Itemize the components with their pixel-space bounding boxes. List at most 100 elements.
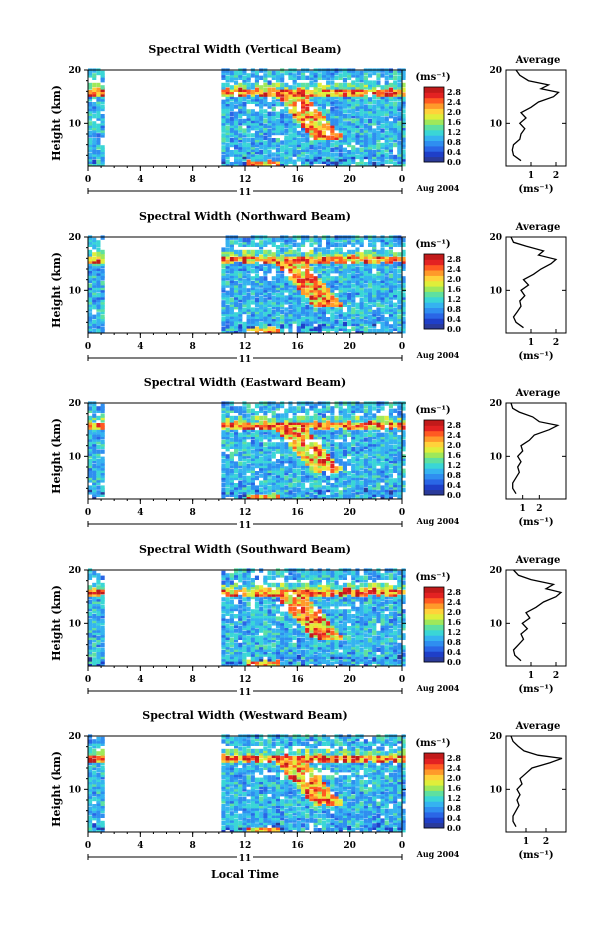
heatmap-cell [229, 307, 234, 312]
heatmap-cell [263, 420, 268, 425]
heatmap-cell [334, 418, 339, 423]
heatmap-cell [330, 312, 335, 317]
heatmap-cell [363, 85, 368, 90]
heatmap-cell [296, 312, 301, 317]
heatmap-cell [96, 478, 101, 483]
heatmap-cell [384, 297, 389, 303]
heatmap-cell [254, 463, 259, 469]
heatmap-cell [342, 266, 347, 271]
heatmap-cell [321, 478, 326, 483]
heatmap-cell [92, 140, 97, 145]
heatmap-cell [317, 257, 322, 262]
heatmap-cell [221, 116, 226, 121]
heatmap-cell [229, 324, 234, 329]
heatmap-cell [384, 261, 389, 267]
heatmap-cell [317, 492, 322, 497]
heatmap-cell [100, 642, 105, 648]
heatmap-cell [288, 147, 293, 152]
heatmap-cell [88, 73, 93, 78]
heatmap-cells [88, 235, 406, 334]
heatmap-cell [246, 152, 251, 157]
heatmap-cell [96, 635, 101, 640]
heatmap-cell [305, 456, 310, 461]
heatmap-cell [292, 254, 297, 259]
heatmap-cell [254, 444, 259, 449]
heatmap-cell [359, 463, 364, 469]
heatmap-cell [92, 437, 97, 442]
heatmap-cell [250, 269, 255, 274]
heatmap-cell [242, 97, 247, 102]
heatmap-cell [234, 154, 239, 160]
heatmap-cell [229, 459, 234, 464]
heatmap-cell [309, 454, 314, 459]
heatmap-cell [250, 456, 255, 461]
heatmap-cell [376, 302, 381, 307]
heatmap-cell [275, 447, 280, 452]
heatmap-cell [242, 92, 247, 97]
heatmap-cell [221, 425, 226, 430]
heatmap-cell [280, 276, 285, 281]
heatmap-cell [229, 659, 234, 664]
heatmap-cell [250, 276, 255, 281]
heatmap-cell [359, 276, 364, 281]
heatmap-cell [380, 85, 385, 90]
heatmap-cell [351, 473, 356, 478]
heatmap-cell [88, 449, 93, 454]
heatmap-cell [355, 423, 360, 428]
heatmap-cell [384, 439, 389, 445]
heatmap-cell [225, 314, 230, 319]
heatmap-cell [238, 126, 243, 131]
heatmap-cell [238, 495, 243, 500]
heatmap-cell [368, 97, 373, 102]
heatmap-cell [100, 633, 105, 638]
heatmap-cell [296, 444, 301, 449]
heatmap-cell [321, 415, 326, 421]
heatmap-cell [275, 147, 280, 152]
heatmap-cell [384, 249, 389, 255]
heatmap-cell [225, 142, 230, 148]
heatmap-cell [376, 142, 381, 148]
heatmap-cell [225, 492, 230, 497]
heatmap-cell [100, 463, 105, 469]
heatmap-cell [238, 411, 243, 416]
heatmap-cell [368, 444, 373, 449]
heatmap-cell [330, 432, 335, 437]
heatmap-cell [229, 285, 234, 291]
heatmap-cell [259, 133, 264, 138]
heatmap-cell [384, 130, 389, 136]
heatmap-cell [238, 435, 243, 440]
heatmap-cell [338, 435, 343, 440]
heatmap-cell [397, 425, 402, 430]
heatmap-cell [380, 401, 385, 406]
heatmap-cell [347, 288, 352, 293]
heatmap-cell [296, 324, 301, 329]
heatmap-cell [88, 300, 93, 305]
heatmap-cell [384, 99, 389, 104]
heatmap-cell [92, 435, 97, 440]
heatmap-cell [380, 116, 385, 121]
heatmap-cell [338, 261, 343, 267]
heatmap-cell [401, 413, 406, 418]
heatmap-cell [296, 418, 301, 423]
heatmap-cell [334, 319, 339, 324]
heatmap-cell [242, 437, 247, 442]
heatmap-cell [384, 87, 389, 92]
heatmap-cell [355, 492, 360, 497]
heatmap-cell [355, 415, 360, 421]
heatmap-cell [246, 162, 251, 167]
heatmap-cell [359, 439, 364, 445]
heatmap-cell [372, 468, 377, 473]
heatmap-cell [246, 408, 251, 413]
heatmap-cell [267, 442, 272, 447]
heatmap-cell [313, 157, 318, 162]
heatmap-cell [280, 269, 285, 274]
heatmap-cell [250, 485, 255, 490]
heatmap-cell [238, 242, 243, 247]
heatmap-cell [305, 147, 310, 152]
heatmap-cell [401, 447, 406, 452]
heatmap-cell [397, 273, 402, 279]
heatmap-cell [305, 133, 310, 138]
heatmap-cell [342, 123, 347, 128]
heatmap-cell [372, 157, 377, 162]
heatmap-cell [342, 126, 347, 131]
